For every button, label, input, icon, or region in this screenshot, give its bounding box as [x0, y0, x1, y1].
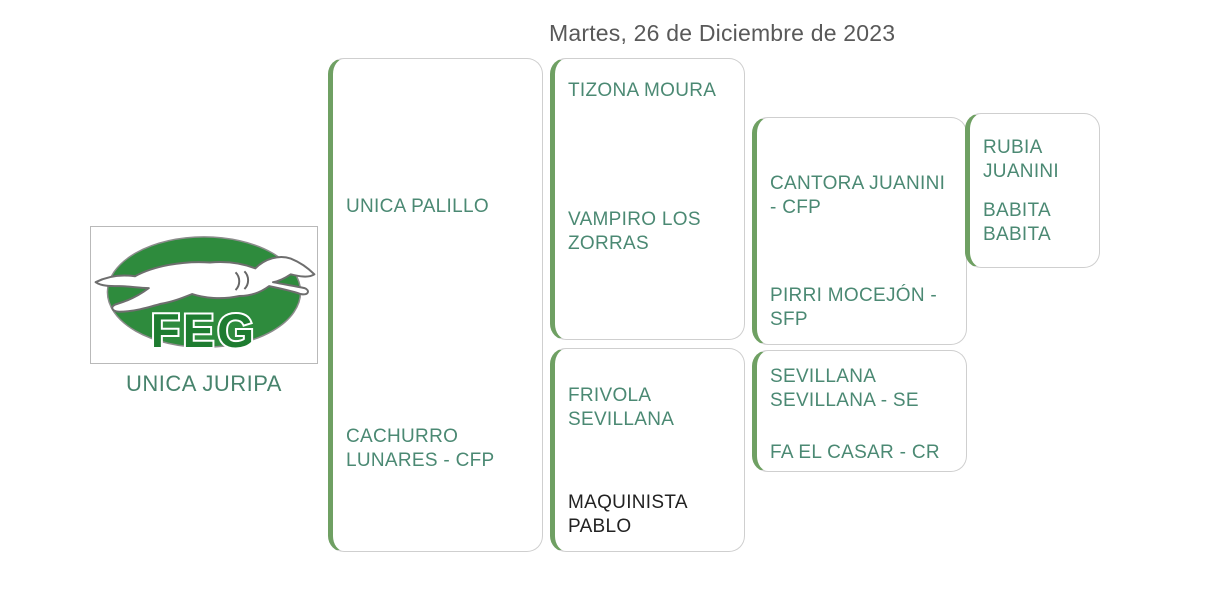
- ancestor-name: TIZONA MOURA: [568, 80, 717, 101]
- subject-dog-name: UNICA JURIPA: [126, 371, 282, 396]
- ancestor-name-sire: UNICA PALILLO: [346, 196, 489, 217]
- gen4-box: RUBIA JUANINI BABITA BABITA: [965, 113, 1100, 268]
- ancestor-name: CANTORA JUANINI - CFP: [770, 173, 946, 218]
- gen2-paternal-box: TIZONA MOURA VAMPIRO LOS ZORRAS: [550, 58, 745, 340]
- gen3-upper-box: CANTORA JUANINI - CFP PIRRI MOCEJÓN - SF…: [752, 117, 967, 345]
- date-heading: Martes, 26 de Diciembre de 2023: [549, 20, 896, 46]
- ancestor-name: PIRRI MOCEJÓN - SFP: [770, 285, 938, 330]
- gen3-lower-box: SEVILLANA SEVILLANA - SE FA EL CASAR - C…: [752, 350, 967, 472]
- gen1-parents-box: UNICA PALILLO CACHURRO LUNARES - CFP: [328, 58, 543, 552]
- feg-logo: FEG: [90, 226, 318, 364]
- ancestor-name: RUBIA JUANINI: [983, 137, 1059, 182]
- greyhound-logo-icon: FEG: [94, 236, 316, 360]
- ancestor-name: MAQUINISTA PABLO: [568, 492, 687, 537]
- ancestor-name: FRIVOLA SEVILLANA: [568, 385, 675, 430]
- ancestor-name: SEVILLANA SEVILLANA - SE: [770, 366, 919, 411]
- ancestor-name: BABITA BABITA: [983, 200, 1051, 245]
- ancestor-name-dam: CACHURRO LUNARES - CFP: [346, 426, 495, 471]
- ancestor-name: VAMPIRO LOS ZORRAS: [568, 209, 701, 254]
- ancestor-name: FA EL CASAR - CR: [770, 442, 940, 463]
- gen2-maternal-box: FRIVOLA SEVILLANA MAQUINISTA PABLO: [550, 348, 745, 552]
- logo-text: FEG: [151, 305, 257, 358]
